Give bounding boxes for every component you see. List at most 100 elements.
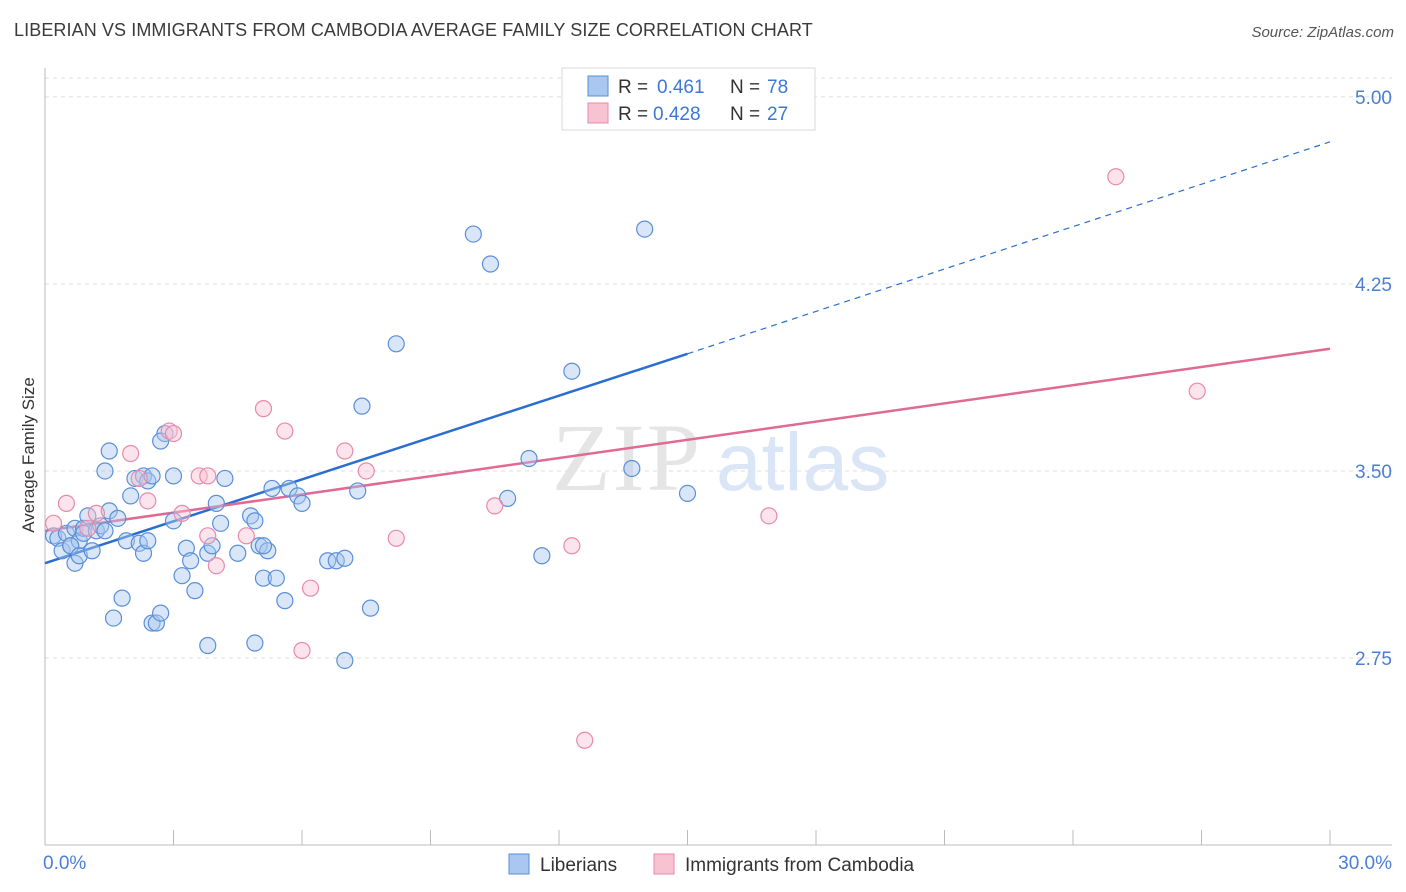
watermark-zip: ZIP: [552, 404, 702, 511]
liberians-point-13: [83, 542, 101, 560]
liberians-point-20: [104, 609, 123, 627]
liberians-point-62: [254, 537, 273, 555]
liberians-point-73: [499, 489, 517, 507]
cambodia-point-23: [563, 537, 581, 555]
stats-legend-n-value-2: 27: [767, 104, 788, 125]
liberians-point-66: [336, 549, 354, 567]
legend-label-liberians: Liberians: [540, 855, 617, 876]
legend-swatch-cambodia: [653, 853, 675, 875]
cambodia-point-4: [122, 444, 140, 463]
stats-legend-r-value-1: 0.461: [657, 77, 705, 98]
cambodia-point-24: [576, 731, 594, 749]
legend-swatch-liberians: [508, 853, 530, 875]
liberians-point-76: [563, 362, 581, 380]
liberians-point-56: [276, 592, 294, 610]
liberians-point-74: [520, 449, 538, 468]
cambodia-trend-line: [44, 347, 1331, 533]
liberians-point-75: [533, 547, 551, 565]
liberians-point-46: [216, 469, 234, 488]
liberians-point-79: [678, 484, 697, 503]
liberians-trend-line: [44, 352, 688, 565]
stats-legend-swatch-cambodia: [587, 102, 609, 124]
liberians-point-30: [96, 462, 114, 480]
cambodia-point-19: [336, 442, 354, 460]
liberians-point-47: [164, 467, 183, 485]
liberians-point-18: [109, 509, 127, 527]
liberians-point-71: [464, 225, 482, 243]
cambodia-point-6: [139, 492, 157, 510]
trend-lines: [44, 141, 1331, 565]
stats-legend-n-label-1: N =: [730, 77, 760, 98]
legend-label-cambodia: Immigrants from Cambodia: [685, 855, 915, 876]
liberians-point-45: [212, 514, 230, 532]
liberians-point-59: [246, 634, 264, 652]
liberians-point-40: [182, 552, 200, 570]
liberians-point-21: [113, 589, 131, 607]
cambodia-point-14: [237, 527, 255, 545]
liberians-point-69: [361, 599, 380, 617]
x-tick-label-1: 30.0%: [1338, 853, 1392, 874]
liberians-point-49: [229, 544, 247, 562]
stats-legend-n-value-1: 78: [767, 77, 788, 98]
cambodia-point-1: [57, 494, 76, 512]
cambodia-point-22: [486, 497, 504, 515]
liberians-trend-extension: [687, 141, 1331, 355]
stats-legend-r-value-2: 0.428: [653, 104, 701, 125]
cambodia-point-0: [44, 514, 63, 532]
y-tick-label-2: 4.25: [1355, 275, 1392, 296]
cambodia-point-21: [387, 529, 405, 547]
liberians-point-72: [481, 255, 500, 273]
bottom-legend: Liberians Immigrants from Cambodia: [508, 853, 915, 876]
liberians-point-70: [387, 335, 405, 353]
watermark-atlas: atlas: [716, 417, 889, 508]
liberians-point-43: [203, 537, 221, 555]
liberians-point-68: [353, 397, 371, 415]
cambodia-point-18: [301, 579, 320, 597]
cambodia-point-20: [357, 462, 375, 480]
liberians-point-78: [623, 459, 641, 478]
cambodia-point-16: [276, 422, 294, 440]
liberians-point-25: [139, 532, 157, 550]
chart-title: LIBERIAN VS IMMIGRANTS FROM CAMBODIA AVE…: [14, 20, 813, 40]
liberians-point-65: [336, 651, 354, 670]
y-tick-label-0: 2.75: [1355, 649, 1392, 670]
liberians-point-67: [349, 482, 367, 500]
liberians-point-2: [53, 542, 71, 560]
liberians-point-55: [263, 479, 281, 498]
cambodia-point-13: [207, 557, 225, 575]
liberians-point-51: [246, 512, 264, 530]
cambodia-point-2: [79, 519, 97, 537]
cambodia-point-9: [173, 504, 191, 522]
liberians-point-16: [96, 522, 114, 540]
cambodia-point-5: [130, 469, 148, 488]
watermark: ZIP atlas: [552, 404, 889, 511]
liberians-point-19: [117, 532, 135, 550]
y-axis-title: Average Family Size: [19, 377, 38, 533]
y-tick-label-1: 3.50: [1355, 462, 1392, 483]
stats-legend-n-label-2: N =: [730, 104, 760, 125]
stats-legend-r-label-1: R =: [618, 77, 648, 98]
liberians-point-22: [122, 487, 140, 505]
cambodia-point-8: [164, 424, 183, 443]
liberians-point-44: [207, 494, 225, 512]
liberians-point-60: [267, 569, 285, 587]
liberians-point-38: [173, 567, 191, 585]
cambodia-point-27: [1188, 382, 1206, 400]
stats-legend-swatch-liberians: [587, 75, 609, 97]
cambodia-point-25: [760, 507, 778, 525]
liberians-point-52: [250, 537, 268, 555]
liberians-point-41: [186, 582, 204, 600]
cambodia-point-15: [254, 400, 273, 418]
liberians-point-48: [199, 636, 217, 655]
cambodia-point-12: [199, 527, 217, 545]
liberians-point-27: [147, 614, 165, 632]
stats-legend-r-label-2: R =: [618, 104, 648, 125]
liberians-point-36: [143, 467, 161, 485]
x-tick-label-0: 0.0%: [43, 853, 86, 874]
liberians-point-11: [70, 547, 88, 565]
cambodia-point-11: [199, 467, 217, 485]
liberians-point-31: [100, 442, 118, 460]
liberians-point-61: [293, 494, 311, 512]
axes: [44, 68, 1392, 846]
